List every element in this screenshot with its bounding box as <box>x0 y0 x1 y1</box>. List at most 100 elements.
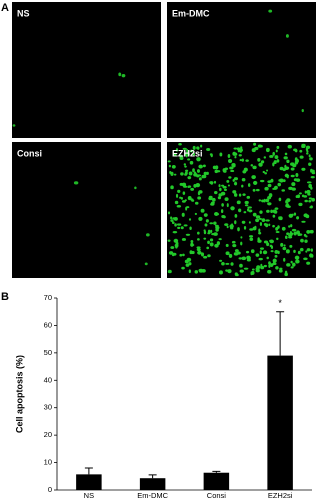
bar <box>139 478 166 490</box>
cell-dot <box>178 223 182 226</box>
cell-dot <box>290 162 295 166</box>
cell-dot <box>198 268 204 273</box>
cell-dot <box>274 207 279 210</box>
cell-dot <box>194 212 198 215</box>
cell-dot <box>177 189 181 193</box>
cell-dot <box>272 258 277 263</box>
cell-dot <box>236 200 241 205</box>
image-label: EZH2si <box>172 148 203 158</box>
cell-dot <box>230 262 234 266</box>
cell-dot <box>290 174 295 178</box>
cell-dot <box>308 197 313 200</box>
cell-dot <box>293 249 296 253</box>
cell-dot <box>214 169 219 174</box>
cell-dot <box>267 202 272 206</box>
cell-dot <box>274 185 278 190</box>
cell-dot <box>232 244 237 248</box>
cell-dot <box>187 176 192 180</box>
cell-dot <box>219 270 223 275</box>
cell-dot <box>306 181 312 184</box>
cell-dot <box>171 221 175 224</box>
cell-dot <box>269 239 273 242</box>
cell-dot <box>288 213 294 218</box>
cell-dot <box>231 240 236 244</box>
cell-dot <box>229 166 234 170</box>
x-tick-label: NS <box>84 491 94 500</box>
cell-dot <box>192 152 196 157</box>
cell-dot <box>170 219 174 222</box>
cell-dot <box>210 202 215 206</box>
cell-dot <box>196 169 200 173</box>
cell-dot <box>222 215 226 219</box>
cell-dot <box>249 237 254 241</box>
cell-dot <box>187 185 190 189</box>
cell-dot <box>170 216 173 220</box>
cell-dot <box>168 164 171 168</box>
cell-dot <box>292 262 296 267</box>
cell-dot <box>309 157 313 161</box>
cell-dot <box>308 183 313 189</box>
cell-dot <box>301 109 304 113</box>
cell-dot <box>258 217 262 220</box>
cell-dot <box>192 145 196 150</box>
cell-dot <box>180 226 184 230</box>
cell-dot <box>238 154 242 157</box>
cell-dot <box>257 237 260 242</box>
cell-dot <box>236 251 241 255</box>
cell-dot <box>185 152 190 157</box>
cell-dot <box>195 183 201 188</box>
cell-dot <box>284 235 288 239</box>
cell-dot <box>192 168 195 173</box>
cell-dot <box>306 152 309 155</box>
cell-dot <box>301 145 306 148</box>
cell-dot <box>245 250 250 254</box>
cell-dot <box>184 165 187 168</box>
image-label: NS <box>17 8 30 18</box>
cell-dot <box>272 162 275 167</box>
cell-dot <box>198 177 202 181</box>
cell-dot <box>144 262 148 266</box>
cell-dot <box>269 155 274 158</box>
cell-dot <box>260 265 265 270</box>
cell-dot <box>290 260 293 264</box>
cell-dot <box>308 162 312 166</box>
cell-dot <box>288 225 291 228</box>
cell-dot <box>206 148 211 151</box>
cell-dot <box>215 165 219 170</box>
cell-dot <box>297 194 301 199</box>
cell-dot <box>245 159 249 162</box>
cell-dot <box>215 227 219 232</box>
cell-dot <box>270 250 274 253</box>
cell-dot <box>293 212 297 216</box>
cell-dot <box>266 242 270 247</box>
cell-dot <box>270 245 274 249</box>
cell-dot <box>182 253 185 257</box>
cell-dot <box>194 201 199 205</box>
cell-dot <box>288 234 293 237</box>
cell-dot <box>168 251 174 255</box>
cell-dot <box>219 152 223 157</box>
cell-dot <box>175 148 179 152</box>
cell-dot <box>266 169 269 172</box>
cell-dot <box>294 255 300 260</box>
cell-dot <box>203 237 207 240</box>
cell-dot <box>209 222 214 225</box>
cell-dot <box>239 263 243 268</box>
cell-dot <box>190 198 194 201</box>
cell-dot <box>230 206 235 211</box>
cell-dot <box>272 209 277 213</box>
cell-dot <box>191 250 195 255</box>
cell-dot <box>185 169 189 173</box>
cell-dot <box>227 184 230 187</box>
cell-dot <box>303 233 307 237</box>
cell-dot <box>177 226 181 230</box>
cell-dot <box>270 178 274 183</box>
cell-dot <box>197 196 202 200</box>
cell-dot <box>189 226 192 230</box>
error-bar <box>84 467 93 475</box>
cell-dot <box>293 231 297 236</box>
cell-dot <box>305 250 308 253</box>
cell-dot <box>202 164 206 168</box>
cell-dot <box>268 261 271 265</box>
